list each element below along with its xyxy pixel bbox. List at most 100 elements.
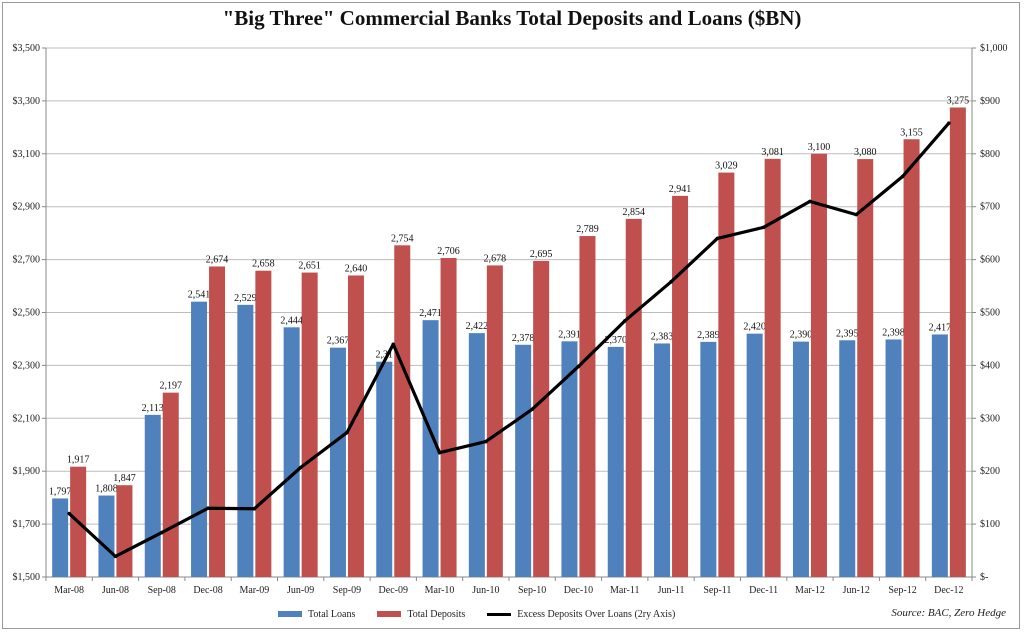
data-label-loans: 1,808 — [95, 484, 118, 495]
x-tick-label: Jun-12 — [843, 585, 870, 596]
bar-total-loans — [376, 361, 393, 577]
x-tick-label: Sep-10 — [518, 585, 546, 596]
y2-tick-label: $300 — [980, 413, 1000, 424]
point-excess-deposits — [947, 121, 951, 125]
data-label-loans: 2,378 — [512, 333, 535, 344]
bar-total-deposits — [116, 485, 133, 577]
data-label-deposits: 3,081 — [761, 147, 784, 158]
point-excess-deposits — [761, 225, 766, 230]
bar-total-loans — [283, 327, 300, 577]
bar-total-loans — [98, 495, 115, 577]
data-label-deposits: 2,789 — [576, 224, 599, 235]
data-label-loans: 2,389 — [697, 330, 720, 341]
bar-total-deposits — [440, 258, 457, 577]
x-tick-label: Jun-09 — [287, 585, 314, 596]
data-label-loans: 1,797 — [49, 486, 72, 497]
bar-total-deposits — [764, 158, 781, 577]
bar-total-deposits — [810, 153, 827, 578]
bar-total-loans — [607, 346, 624, 577]
bar-total-loans — [468, 333, 485, 577]
data-label-deposits: 2,754 — [391, 233, 414, 244]
y-tick-label: $3,100 — [13, 149, 41, 160]
x-tick-label: Jun-10 — [472, 585, 499, 596]
bar-total-loans — [792, 341, 809, 577]
y2-tick-label: $- — [980, 572, 988, 583]
data-label-loans: 2,444 — [280, 315, 303, 326]
data-label-loans: 2,529 — [234, 293, 257, 304]
data-label-loans: 2,31 — [376, 350, 394, 361]
data-label-deposits: 2,941 — [669, 184, 692, 195]
y-tick-label: $2,300 — [13, 360, 41, 371]
data-label-deposits: 2,197 — [160, 381, 183, 392]
legend-swatch-loans — [278, 611, 302, 617]
data-label-deposits: 2,695 — [530, 249, 553, 260]
bar-total-deposits — [533, 260, 550, 577]
bar-total-deposits — [255, 270, 272, 577]
bar-total-deposits — [579, 236, 596, 577]
bar-total-loans — [839, 340, 856, 577]
legend-item-loans: Total Loans — [278, 609, 355, 620]
bar-total-loans — [746, 333, 763, 577]
point-excess-deposits — [113, 554, 118, 559]
legend-item-excess: Excess Deposits Over Loans (2ry Axis) — [487, 609, 675, 620]
data-label-deposits: 3,275 — [947, 96, 970, 107]
y2-tick-label: $400 — [980, 360, 1000, 371]
bar-total-deposits — [903, 139, 920, 577]
data-label-loans: 2,391 — [558, 329, 581, 340]
data-label-deposits: 2,674 — [206, 254, 229, 265]
data-label-loans: 2,422 — [466, 321, 489, 332]
data-label-deposits: 3,029 — [715, 161, 738, 172]
y-tick-label: $3,300 — [13, 96, 41, 107]
y2-tick-label: $700 — [980, 202, 1000, 213]
x-tick-label: Mar-09 — [239, 585, 269, 596]
y2-tick-label: $600 — [980, 255, 1000, 266]
data-label-loans: 2,113 — [142, 403, 164, 414]
legend-item-deposits: Total Deposits — [377, 609, 465, 620]
bar-total-loans — [885, 339, 902, 577]
point-excess-deposits — [854, 212, 859, 217]
point-excess-deposits — [391, 342, 396, 347]
data-label-deposits: 2,640 — [345, 263, 368, 274]
data-label-loans: 2,395 — [836, 328, 859, 339]
data-label-deposits: 1,847 — [113, 473, 136, 484]
data-label-loans: 2,383 — [651, 331, 674, 342]
legend-label-excess: Excess Deposits Over Loans (2ry Axis) — [517, 608, 676, 620]
data-label-loans: 2,370 — [605, 335, 628, 346]
bar-total-deposits — [486, 265, 503, 577]
data-label-loans: 2,367 — [327, 336, 350, 347]
y2-tick-label: $1,000 — [980, 43, 1008, 54]
bar-total-loans — [654, 343, 671, 577]
y-tick-label: $2,500 — [13, 308, 41, 319]
data-label-deposits: 2,658 — [252, 259, 275, 270]
y-tick-label: $3,500 — [13, 43, 41, 54]
bar-total-deposits — [857, 159, 874, 577]
legend-swatch-deposits — [377, 611, 402, 617]
bar-total-deposits — [162, 392, 179, 577]
bar-total-deposits — [949, 107, 966, 577]
data-label-deposits: 2,706 — [437, 246, 460, 257]
x-tick-label: Dec-12 — [934, 585, 963, 596]
data-label-deposits: 3,100 — [808, 142, 831, 153]
line-excess-deposits — [68, 122, 951, 558]
data-label-loans: 2,398 — [882, 327, 905, 338]
point-excess-deposits — [622, 319, 627, 323]
data-label-deposits: 3,080 — [854, 147, 877, 158]
legend-label-loans: Total Loans — [308, 608, 356, 620]
data-label-deposits: 1,917 — [67, 455, 90, 466]
y-tick-label: $1,700 — [13, 519, 41, 530]
x-tick-label: Mar-12 — [795, 585, 825, 596]
x-tick-label: Mar-10 — [425, 585, 455, 596]
bar-total-loans — [561, 341, 578, 577]
x-tick-label: Mar-11 — [610, 585, 639, 596]
data-label-loans: 2,420 — [743, 322, 766, 333]
y-tick-label: $2,700 — [13, 255, 41, 266]
bar-total-deposits — [394, 245, 411, 577]
x-tick-label: Sep-12 — [888, 585, 916, 596]
bar-total-loans — [237, 304, 254, 577]
x-tick-label: Dec-11 — [749, 585, 778, 596]
bar-total-loans — [931, 334, 948, 577]
x-tick-label: Mar-08 — [54, 585, 84, 596]
y2-tick-label: $100 — [980, 519, 1000, 530]
data-label-deposits: 2,854 — [623, 207, 646, 218]
x-tick-label: Dec-10 — [564, 585, 593, 596]
